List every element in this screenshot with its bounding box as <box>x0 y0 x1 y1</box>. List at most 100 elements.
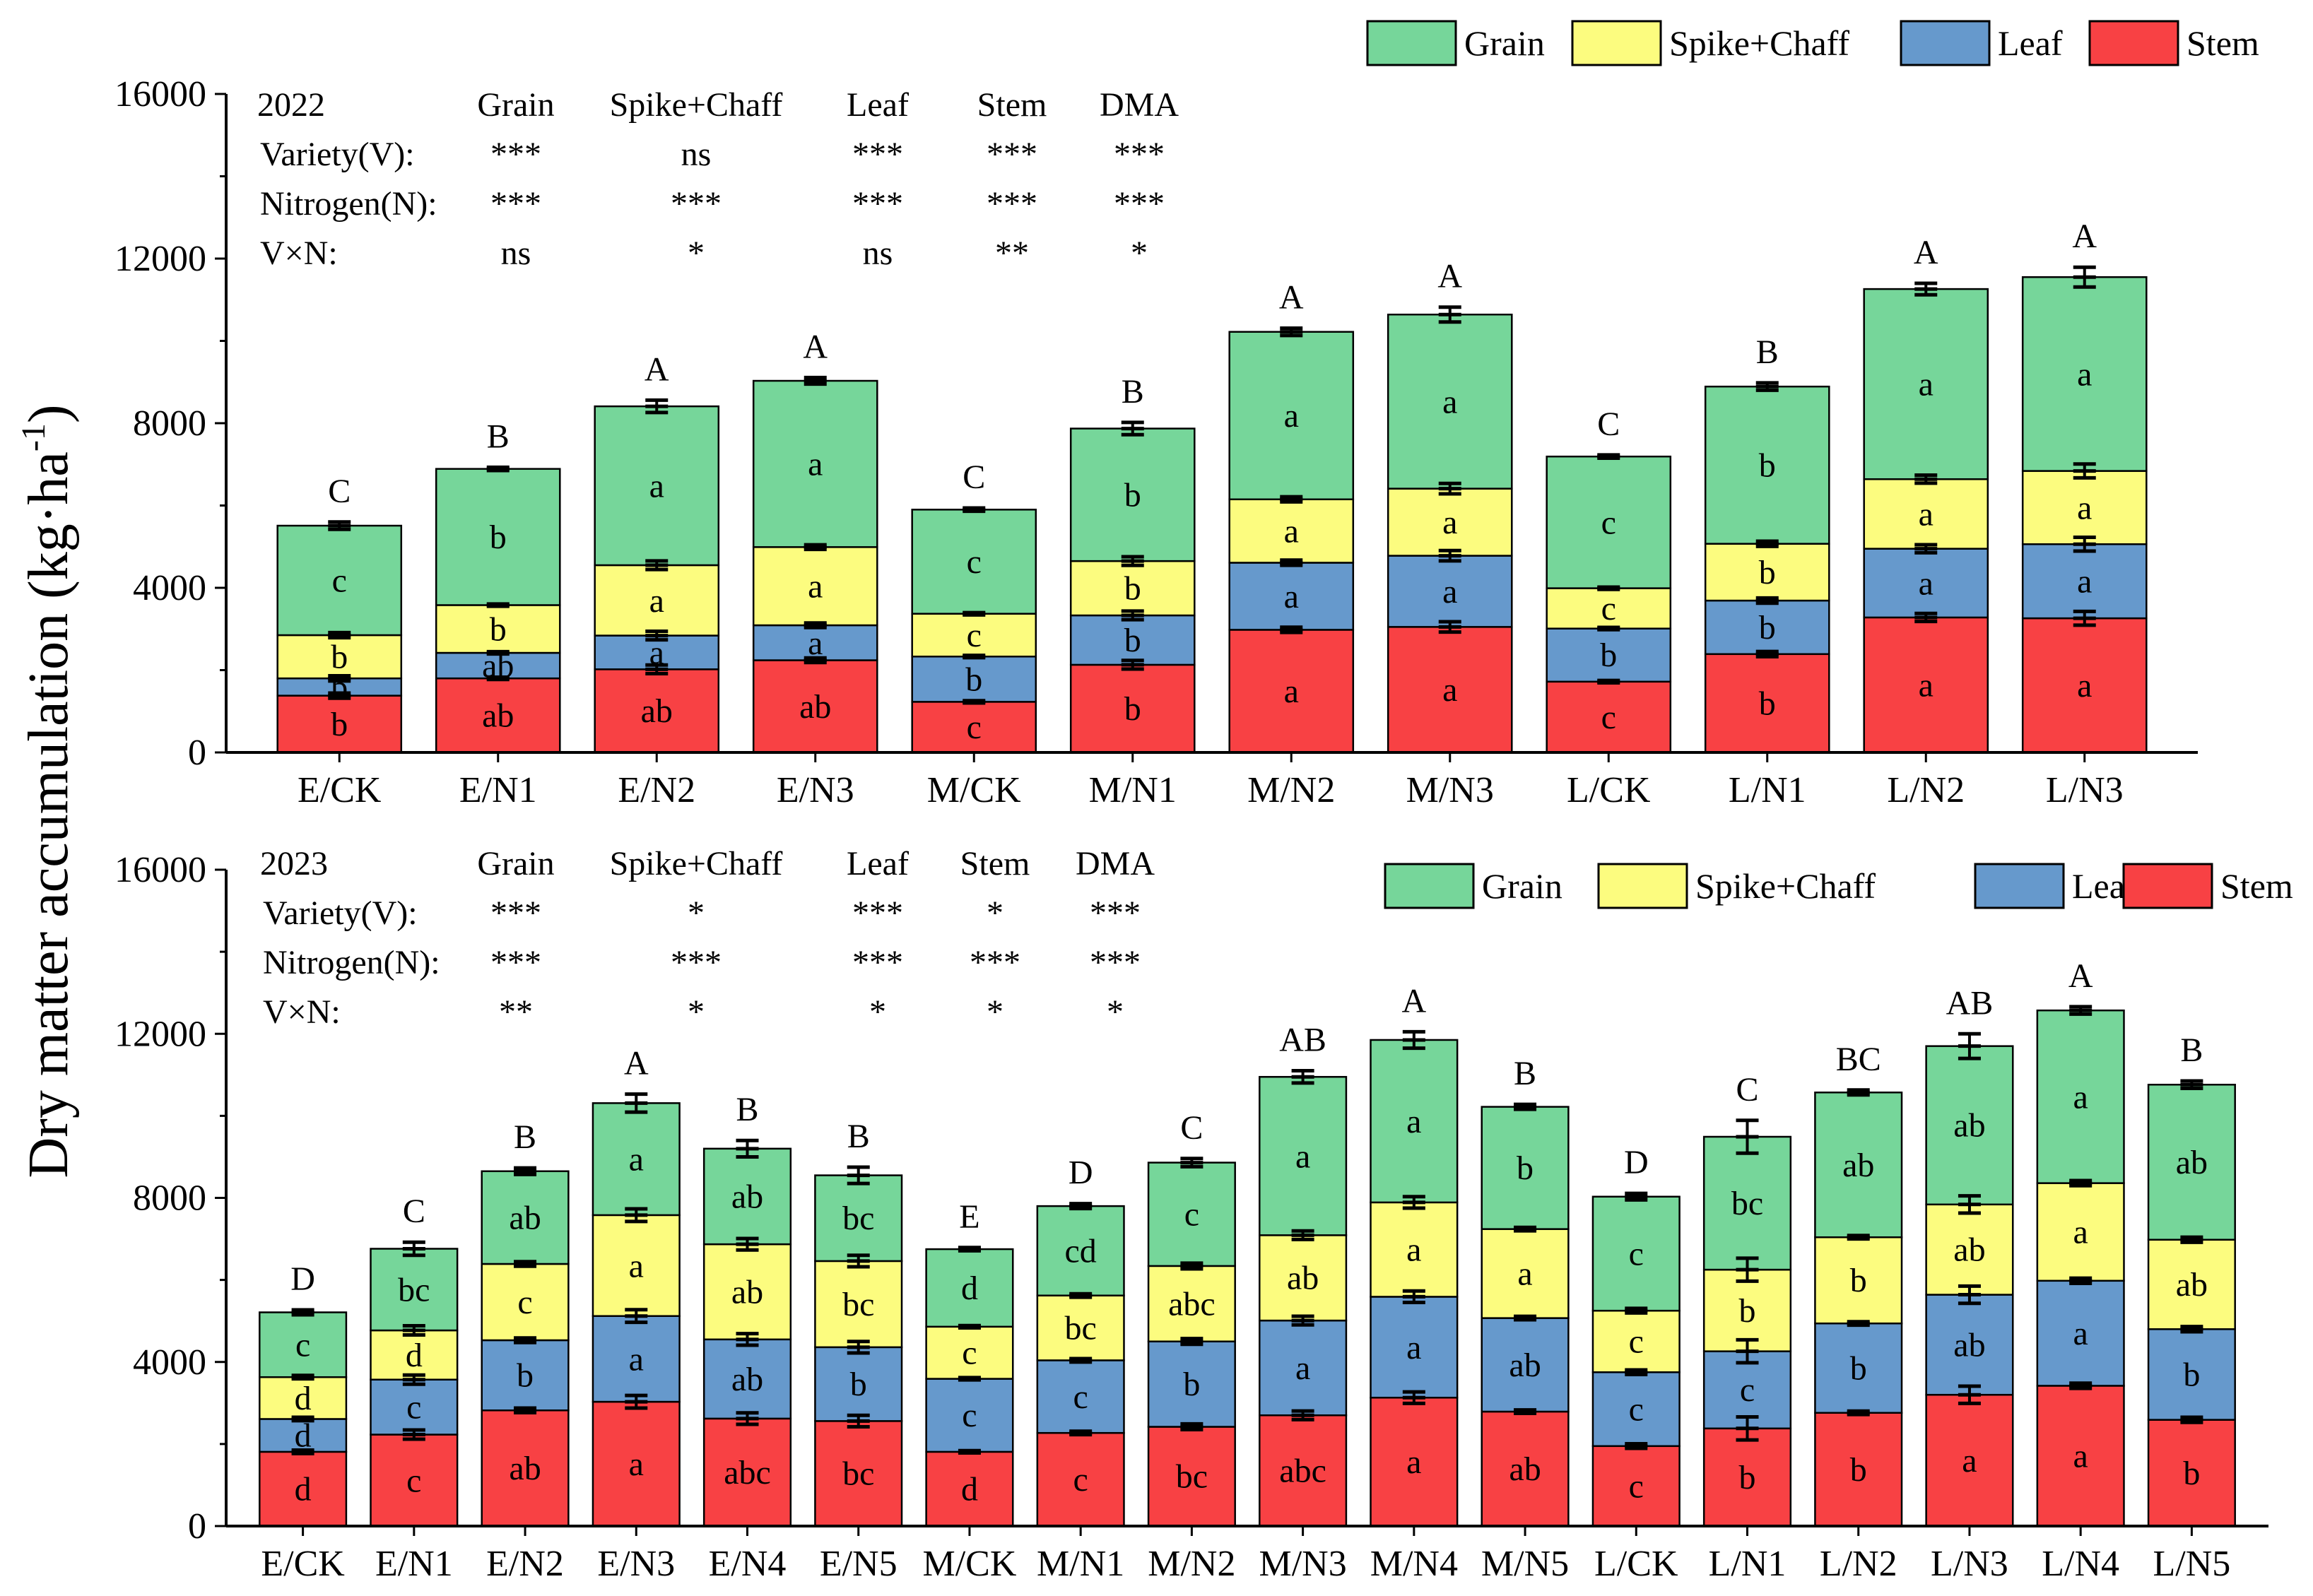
bar-stem-e-n1 <box>435 677 561 754</box>
bar-spike-chaff-l-n1 <box>1704 543 1830 602</box>
bar-leaf-m-ck <box>925 1378 1014 1453</box>
sig-value: * <box>987 894 1004 932</box>
segment-letter: a <box>1919 366 1934 403</box>
segment-letter: a <box>1406 1329 1421 1366</box>
sig-value: ns <box>681 136 712 173</box>
sig-value: * <box>688 993 705 1031</box>
bar-leaf-l-ck <box>1546 627 1672 683</box>
bar-grain-l-ck <box>1546 455 1672 589</box>
bar-stem-l-n5 <box>2147 1419 2236 1527</box>
x-tick-label: M/N2 <box>1247 770 1335 810</box>
segment-letter: a <box>1962 1442 1977 1479</box>
bar-spike-chaff-e-n2 <box>481 1263 570 1342</box>
legend-label-leaf: Leaf <box>1998 23 2063 63</box>
x-tick-label: E/N1 <box>459 770 537 810</box>
x-tick-label: M/N3 <box>1259 1544 1346 1584</box>
segment-letter: ab <box>1953 1107 1985 1145</box>
legend-label-stem: Stem <box>2187 23 2259 63</box>
segment-letter: c <box>1601 699 1616 736</box>
segment-letter: c <box>1184 1196 1199 1234</box>
segment-letter: a <box>808 568 823 605</box>
segment-letter: ab <box>1953 1231 1985 1269</box>
segment-letter: ab <box>731 1273 763 1311</box>
bar-grain-m-n1 <box>1036 1205 1125 1296</box>
bar-spike-chaff-l-ck <box>1591 1309 1681 1373</box>
segment-letter: ab <box>482 697 514 735</box>
sig-header: DMA <box>1100 86 1179 124</box>
x-tick-label: E/N1 <box>375 1544 453 1584</box>
x-tick-label: L/N5 <box>2153 1544 2231 1584</box>
segment-letter: b <box>850 1366 867 1403</box>
segment-letter: ab <box>2176 1144 2208 1181</box>
x-tick-label: E/CK <box>261 1544 345 1584</box>
segment-letter: bc <box>842 1200 874 1237</box>
segment-letter: b <box>1183 1366 1200 1403</box>
bar-grain-l-n3 <box>2021 276 2148 472</box>
segment-letter: a <box>2077 355 2092 393</box>
x-tick-label: L/N2 <box>1887 770 1965 810</box>
sig-value: *** <box>1090 944 1141 981</box>
bar-grain-m-n2 <box>1147 1161 1236 1267</box>
segment-letter: ab <box>1842 1147 1874 1184</box>
sig-value: *** <box>671 944 722 981</box>
segment-letter: a <box>1442 383 1457 420</box>
bar-spike-chaff-e-n4 <box>702 1243 792 1341</box>
dma-letter: C <box>403 1193 425 1230</box>
sig-header: Leaf <box>847 845 909 882</box>
segment-letter: c <box>967 543 982 581</box>
segment-letter: a <box>1284 578 1299 615</box>
segment-letter: c <box>295 1326 310 1364</box>
segment-letter: a <box>629 1141 644 1178</box>
x-tick-label: L/N1 <box>1709 1544 1787 1584</box>
bar-leaf-e-n1 <box>370 1378 459 1436</box>
dma-letter: B <box>514 1118 536 1156</box>
sig-row-label: Nitrogen(N): <box>260 185 437 223</box>
bar-stem-l-n2 <box>1814 1412 1903 1527</box>
segment-letter: a <box>2077 563 2092 601</box>
segment-letter: abc <box>1168 1285 1216 1323</box>
sig-row-label: V×N: <box>263 993 341 1031</box>
bar-grain-m-n4 <box>1370 1039 1459 1204</box>
sig-header: Stem <box>960 845 1030 882</box>
bar-spike-chaff-e-n1 <box>370 1329 459 1381</box>
segment-letter: a <box>1442 504 1457 541</box>
segment-letter: c <box>967 709 982 746</box>
sig-header: Spike+Chaff <box>610 845 783 882</box>
segment-letter: ab <box>731 1361 763 1398</box>
segment-letter: a <box>649 582 664 620</box>
sig-value: * <box>688 894 705 932</box>
segment-letter: c <box>1073 1378 1088 1416</box>
segment-letter: b <box>1739 1459 1756 1496</box>
sig-value: *** <box>987 185 1037 223</box>
sig-year: 2023 <box>260 845 328 882</box>
bar-grain-e-n3 <box>592 1102 681 1217</box>
bar-stem-m-n3 <box>1259 1414 1348 1527</box>
segment-letter: b <box>331 706 348 743</box>
bar-spike-chaff-m-n2 <box>1228 498 1355 564</box>
bar-spike-chaff-l-ck <box>1546 587 1672 629</box>
bar-spike-chaff-m-n5 <box>1481 1228 1570 1319</box>
dma-letter: B <box>2180 1032 2203 1069</box>
dma-letter: C <box>1736 1071 1758 1109</box>
segment-letter: a <box>1284 513 1299 550</box>
segment-letter: a <box>1284 673 1299 710</box>
segment-letter: ab <box>2176 1266 2208 1304</box>
dma-letter: B <box>736 1091 758 1128</box>
segment-letter: bc <box>1731 1185 1763 1222</box>
segment-letter: a <box>2073 1078 2088 1116</box>
bar-spike-chaff-e-n5 <box>814 1260 903 1349</box>
segment-letter: c <box>406 1389 421 1426</box>
dma-letter: C <box>1597 406 1620 443</box>
bar-grain-e-n1 <box>435 468 561 606</box>
bar-stem-e-n2 <box>481 1409 570 1527</box>
legend-swatch-spike-chaff <box>1571 20 1662 66</box>
segment-letter: b <box>1124 690 1141 728</box>
x-tick-label: L/N3 <box>1931 1544 2008 1584</box>
sig-header: DMA <box>1076 845 1155 882</box>
segment-letter: ab <box>1509 1450 1541 1488</box>
legend-swatch-leaf <box>1900 20 1991 66</box>
segment-letter: d <box>295 1417 312 1455</box>
sig-value: * <box>688 235 705 272</box>
bar-leaf-m-n2 <box>1147 1340 1236 1428</box>
